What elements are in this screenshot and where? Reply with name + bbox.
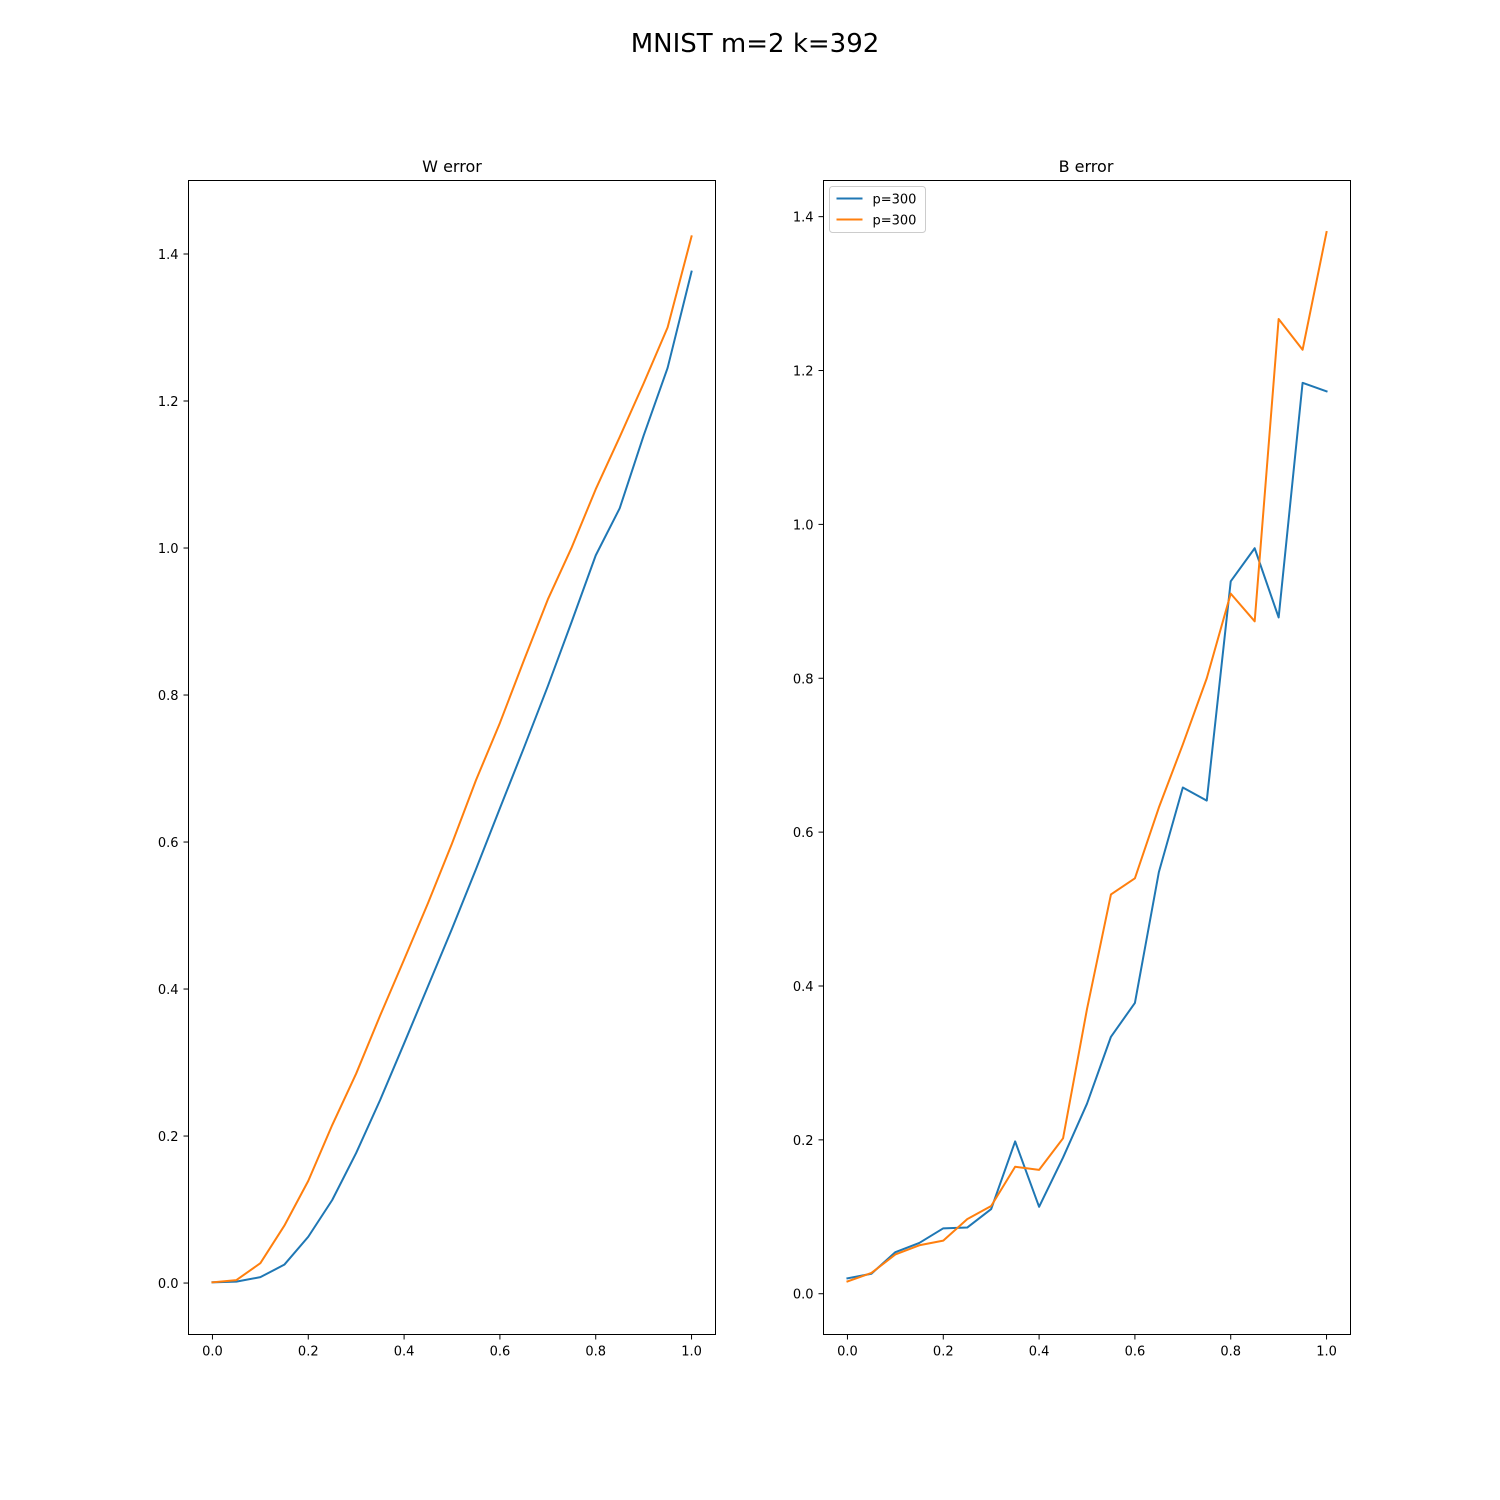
- w-error-axes: W error 0.0 0.2 0.4 0.6 0.8 1.0 0.0 0.2 0.4 0.6 0.…: [158, 157, 716, 1360]
- b-error-y-tick-label: 0.2: [793, 1134, 814, 1149]
- w-error-x-tick-label: 0.0: [202, 1345, 223, 1360]
- b-error-x-tick-label: 1.0: [1316, 1345, 1337, 1360]
- b-error-series-1-line: [846, 381, 1328, 1280]
- w-error-x-tick-label: 0.2: [298, 1345, 319, 1360]
- b-error-x-tick-label: 0.4: [1029, 1345, 1050, 1360]
- w-error-y-tick-label: 0.8: [158, 689, 179, 704]
- w-error-x-tick-label: 0.4: [394, 1345, 415, 1360]
- b-error-y-tick-label: 1.0: [793, 518, 814, 533]
- w-error-series-2-line: [211, 235, 693, 1284]
- w-error-y-tick-label: 0.0: [158, 1277, 179, 1292]
- b-error-series-2-line: [846, 230, 1328, 1283]
- b-error-title: B error: [1059, 157, 1114, 176]
- figure-title: MNIST m=2 k=392: [631, 29, 880, 59]
- b-error-x-tick-label: 0.0: [837, 1345, 858, 1360]
- b-error-x-tick-label: 0.2: [933, 1345, 954, 1360]
- w-error-title: W error: [422, 157, 482, 176]
- w-error-x-tick-label: 1.0: [681, 1345, 702, 1360]
- w-error-series-1-line: [211, 270, 693, 1284]
- b-error-y-tick-label: 0.6: [793, 826, 814, 841]
- w-error-x-tick-label: 0.8: [585, 1345, 606, 1360]
- b-error-legend: p=300 p=300: [829, 186, 926, 233]
- w-error-x-tick-label: 0.6: [490, 1345, 511, 1360]
- b-error-x-tick-label: 0.8: [1220, 1345, 1241, 1360]
- b-error-y-tick-label: 0.4: [793, 980, 814, 995]
- w-error-y-tick-label: 0.2: [158, 1130, 179, 1145]
- w-error-y-tick-label: 0.4: [158, 983, 179, 998]
- b-error-y-tick-label: 1.4: [793, 211, 814, 226]
- w-error-y-tick-label: 1.0: [158, 542, 179, 557]
- w-error-y-tick-label: 1.4: [158, 248, 179, 263]
- b-error-x-tick-label: 0.6: [1125, 1345, 1146, 1360]
- b-error-frame: [823, 180, 1351, 1335]
- w-error-y-tick-label: 1.2: [158, 395, 179, 410]
- legend-label-1: p=300: [873, 193, 917, 208]
- b-error-y-tick-label: 1.2: [793, 365, 814, 380]
- b-error-y-tick-label: 0.8: [793, 672, 814, 687]
- legend-label-2: p=300: [873, 214, 917, 229]
- b-error-y-tick-label: 0.0: [793, 1288, 814, 1303]
- w-error-frame: [188, 180, 716, 1335]
- w-error-y-tick-label: 0.6: [158, 836, 179, 851]
- b-error-axes: B error 0.0 0.2 0.4 0.6 0.8 1.0 0.0 0.2 0.4 0.6 0.…: [793, 157, 1351, 1360]
